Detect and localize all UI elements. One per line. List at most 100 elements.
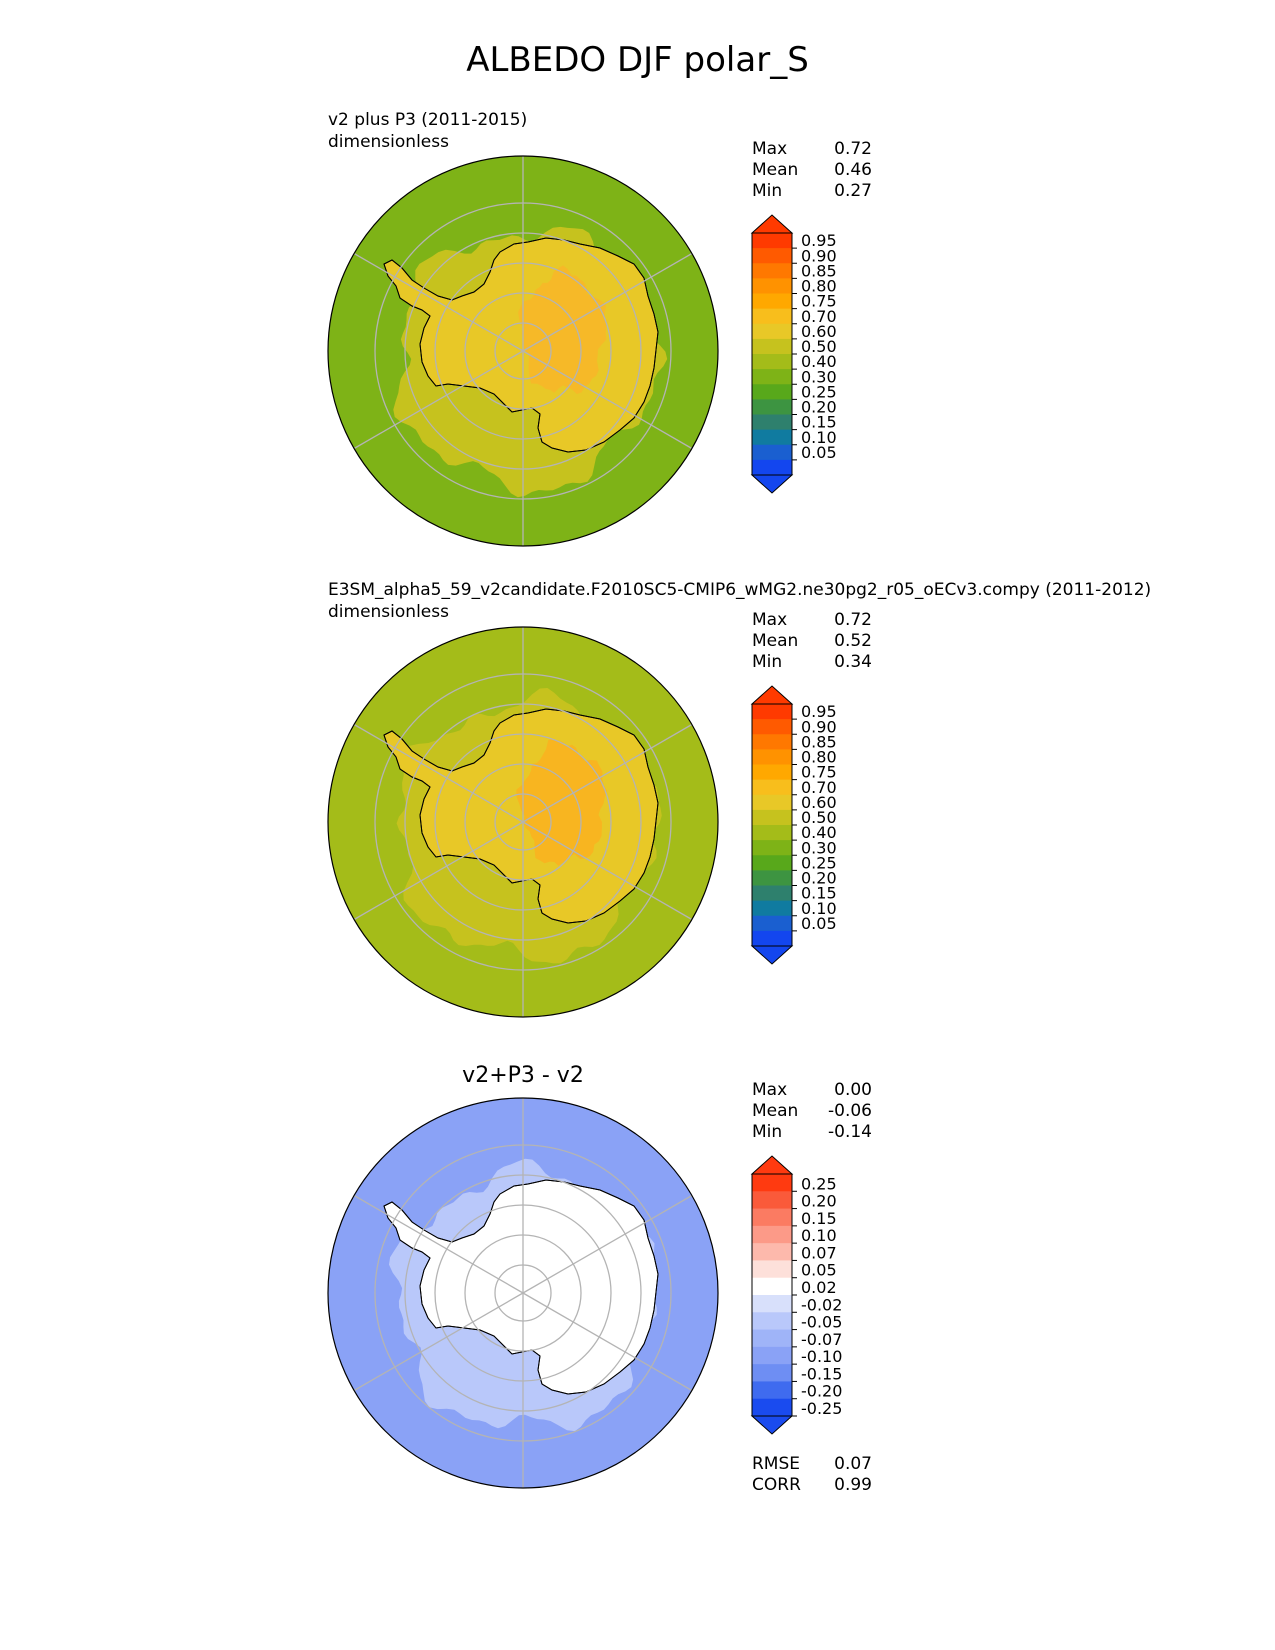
colorbar-band (752, 369, 792, 385)
panel-1-stats: Max 0.72 Mean 0.46 Min 0.27 (752, 138, 872, 204)
colorbar-tick-label: 0.05 (801, 443, 837, 462)
colorbar-band (752, 734, 792, 750)
colorbar-band (752, 338, 792, 355)
colorbar-tick-label: 0.30 (801, 838, 837, 857)
colorbar-extend-top (750, 214, 794, 234)
colorbar-band (752, 1174, 792, 1192)
colorbar-tick-label: 0.10 (801, 428, 837, 447)
colorbar-band (752, 840, 792, 856)
colorbar-band (752, 1243, 792, 1261)
coastline-outline (383, 1179, 659, 1395)
panel-2-colorbar: 0.950.900.850.800.750.700.600.500.400.30… (750, 685, 837, 965)
panel-2-stat-min-label: Min (752, 652, 783, 672)
colorbar-tick-label: 0.90 (801, 246, 837, 265)
colorbar-tick-label: 0.70 (801, 778, 837, 797)
colorbar-band (752, 900, 792, 917)
colorbar-tick-label: 0.80 (801, 748, 837, 767)
colorbar-tick-label: 0.30 (801, 367, 837, 386)
colorbar-band (752, 764, 792, 781)
colorbar-tick-label: 0.25 (801, 1174, 837, 1193)
longitude-gridline (522, 723, 693, 823)
map-boundary (327, 626, 719, 1018)
panel-2-stat-max-value: 0.72 (834, 610, 872, 630)
colorbar-tick-label: 0.05 (801, 914, 837, 933)
colorbar-band (752, 323, 792, 340)
colorbar-band (752, 779, 792, 796)
colorbar-tick-label: -0.10 (801, 1347, 842, 1366)
colorbar-tick-label: 0.85 (801, 732, 837, 751)
colorbar-tick-label: 0.95 (801, 231, 837, 250)
longitude-gridline (522, 252, 693, 352)
colorbar-band (752, 870, 792, 886)
panel-1-stat-mean-value: 0.46 (834, 160, 872, 180)
panel-3-title: v2+P3 - v2 (462, 1063, 584, 1088)
longitude-gridline (522, 1292, 693, 1392)
panel-3-stat-max-value: 0.00 (834, 1080, 872, 1100)
colorbar-tick-label: 0.60 (801, 793, 837, 812)
colorbar-tick-label: 0.75 (801, 292, 837, 311)
panel-3-stat-min-label: Min (752, 1122, 783, 1142)
colorbar-band (752, 719, 792, 735)
colorbar-tick-label: -0.15 (801, 1364, 842, 1383)
colorbar-band (752, 1346, 792, 1365)
panel-3-stat-max-label: Max (752, 1080, 788, 1100)
colorbar-band (752, 1381, 792, 1400)
colorbar-tick-label: 0.20 (801, 398, 837, 417)
colorbar-tick-label: 0.20 (801, 1192, 837, 1211)
coastline-outline (383, 708, 659, 924)
colorbar-tick-label: -0.25 (801, 1399, 842, 1418)
panel-1-title: v2 plus P3 (2011-2015) dimensionless (328, 109, 527, 153)
colorbar-tick-label: 0.10 (801, 899, 837, 918)
colorbar-band (752, 825, 792, 841)
panel-2-title: E3SM_alpha5_59_v2candidate.F2010SC5-CMIP… (328, 579, 1151, 623)
panel-3-stat-min-value: -0.14 (828, 1122, 872, 1142)
colorbar-band (752, 263, 792, 279)
colorbar-band (752, 308, 792, 325)
plateau-field (516, 739, 607, 866)
panel-3-metric-corr-value: 0.99 (834, 1475, 872, 1495)
colorbar-band (752, 233, 792, 249)
colorbar-tick-label: 0.80 (801, 277, 837, 296)
colorbar-tick-label: 0.40 (801, 823, 837, 842)
colorbar-tick-label: -0.05 (801, 1313, 842, 1332)
colorbar-band (752, 885, 792, 902)
colorbar-band (752, 444, 792, 461)
longitude-gridline (522, 1194, 693, 1294)
panel-2-case-name: E3SM_alpha5_59_v2candidate.F2010SC5-CMIP… (328, 580, 1152, 600)
colorbar-band (752, 1312, 792, 1331)
colorbar-band (752, 809, 792, 826)
colorbar-tick-label: 0.25 (801, 853, 837, 872)
panel-2-stats: Max 0.72 Mean 0.52 Min 0.34 (752, 609, 872, 675)
panel-1-colorbar: 0.950.900.850.800.750.700.600.500.400.30… (750, 214, 837, 494)
colorbar-band (752, 1191, 792, 1210)
colorbar-band (752, 749, 792, 765)
colorbar-tick-label: -0.20 (801, 1382, 842, 1401)
colorbar-tick-label: 0.02 (801, 1278, 837, 1297)
colorbar-extend-top (750, 1155, 794, 1175)
panel-3-metrics: RMSE 0.07 CORR 0.99 (752, 1453, 872, 1497)
colorbar-extend-bottom (750, 1415, 794, 1435)
colorbar-band (752, 1277, 792, 1296)
panel-1-stat-min-value: 0.27 (834, 181, 872, 201)
colorbar-band (752, 915, 792, 932)
colorbar-band (752, 429, 792, 446)
colorbar-extend-bottom (750, 945, 794, 965)
panel-2-stat-mean-value: 0.52 (834, 631, 872, 651)
panel-3-stat-mean-value: -0.06 (828, 1101, 872, 1121)
panel-3-metric-rmse-value: 0.07 (834, 1454, 872, 1474)
colorbar-band (752, 354, 792, 370)
colorbar-band (752, 704, 792, 720)
coastline-outline (383, 237, 659, 453)
colorbar-extend-top (750, 685, 794, 705)
panel-1-stat-max-label: Max (752, 139, 788, 159)
colorbar-tick-label: 0.60 (801, 322, 837, 341)
colorbar-tick-label: 0.40 (801, 352, 837, 371)
colorbar-band (752, 1225, 792, 1244)
longitude-gridline (522, 350, 693, 450)
panel-1-units: dimensionless (328, 132, 449, 152)
panel-3-colorbar: 0.250.200.150.100.070.050.02-0.02-0.05-0… (750, 1155, 842, 1435)
longitude-gridline (353, 821, 524, 921)
colorbar-tick-label: 0.15 (801, 1209, 837, 1228)
colorbar-band (752, 459, 792, 476)
figure-title: ALBEDO DJF polar_S (466, 40, 809, 80)
